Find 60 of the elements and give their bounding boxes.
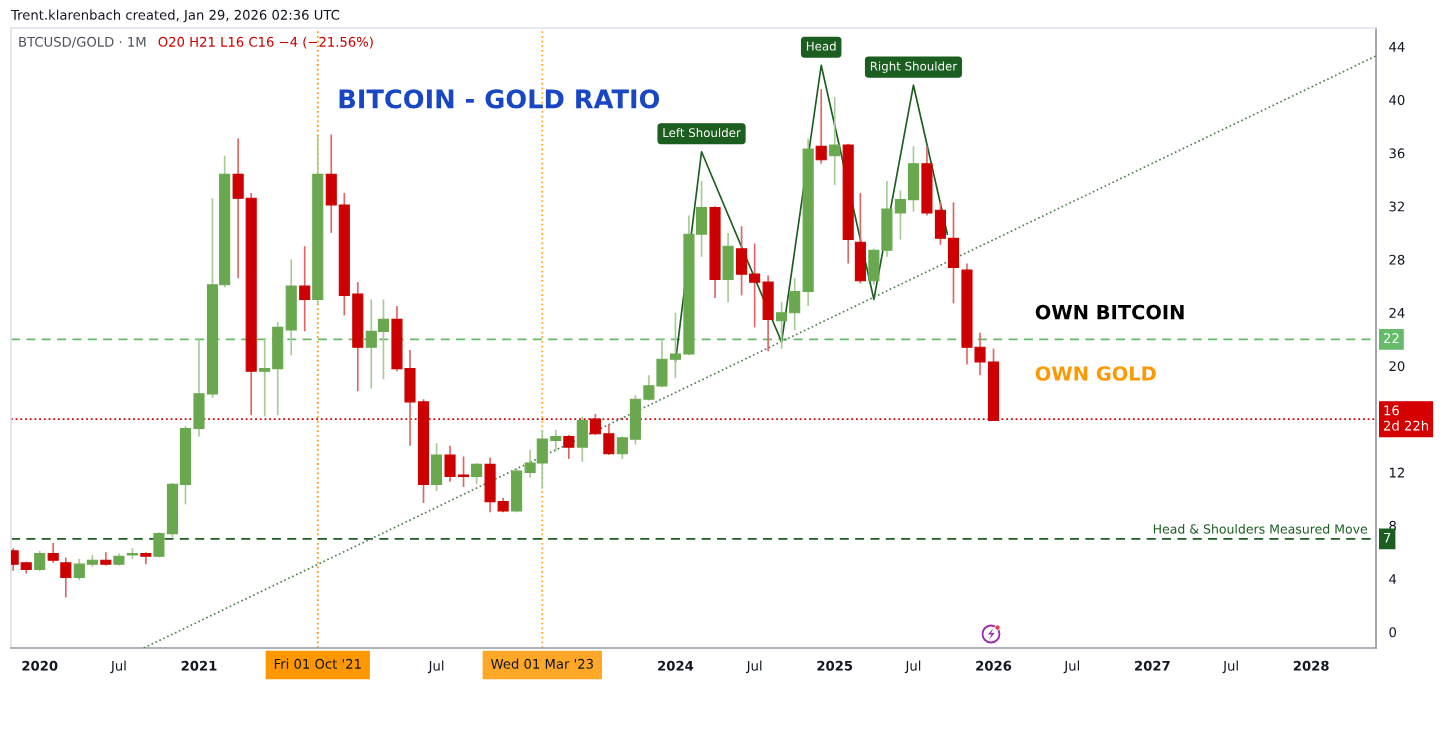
- candlestick: [563, 434, 575, 460]
- y-tick-label: 0: [1389, 627, 1397, 638]
- text: Trent.klarenbach created, Jan 29, 2026 02:36 UTC: [10, 9, 340, 23]
- candlestick: [299, 245, 311, 333]
- y-tick-label: 40: [1389, 95, 1405, 106]
- x-tick-label: 2028: [1293, 660, 1329, 671]
- y-tick-label: 28: [1389, 254, 1405, 265]
- x-tick-label: 2021: [181, 660, 217, 671]
- x-tick-label: Jul: [745, 660, 762, 674]
- candlestick: [34, 550, 46, 572]
- annotation: Head & Shoulders Measured Move: [1153, 524, 1368, 534]
- candlestick: [444, 444, 456, 483]
- text: BITCOIN - GOLD RATIO: [339, 89, 660, 109]
- candlestick: [73, 558, 85, 581]
- annotation: Left Shoulder: [663, 127, 741, 138]
- y-tick-label: 32: [1389, 201, 1404, 212]
- ref-line-label: 16 2d 22h: [1383, 405, 1428, 431]
- y-tick-label: 24: [1389, 307, 1405, 318]
- candlestick: [47, 542, 59, 564]
- candlestick: [776, 301, 788, 350]
- candlestick: [60, 556, 72, 599]
- y-tick-label: 4: [1389, 574, 1397, 584]
- x-tick-label: Jul: [1063, 660, 1079, 674]
- y-tick-label: 12: [1389, 467, 1404, 478]
- candlestick: [153, 531, 165, 559]
- annotation: Head: [806, 41, 836, 51]
- candlestick: [894, 189, 906, 241]
- candlestick: [829, 96, 841, 186]
- annotation: OWN GOLD: [1035, 366, 1156, 381]
- candlestick: [259, 337, 271, 418]
- y-tick-label: 36: [1389, 148, 1405, 159]
- x-tick-label: 2027: [1135, 660, 1170, 671]
- ref-line-label: 7: [1384, 532, 1391, 543]
- candlestick: [550, 428, 562, 452]
- x-tick-label: 2020: [22, 660, 58, 671]
- x-tick-label: Jul: [427, 660, 444, 674]
- candlestick: [616, 435, 628, 460]
- candlestick: [749, 242, 761, 329]
- x-tick-label: Jul: [904, 660, 921, 674]
- candlestick: [815, 88, 827, 165]
- y-tick-label: 44: [1389, 42, 1405, 52]
- x-tick-label: 2026: [976, 660, 1012, 671]
- ref-line-label: 22: [1383, 333, 1399, 343]
- x-tick-label: 2024: [658, 660, 694, 671]
- ref-line-label: Wed 01 Mar '23: [491, 658, 593, 669]
- x-tick-label: Jul: [110, 660, 126, 674]
- candlestick: [232, 137, 244, 279]
- ref-line-label: Fri 01 Oct '21: [274, 658, 361, 669]
- text: BTCUSD/GOLD · 1M: [19, 36, 146, 48]
- annotation: O20 H21 L16 C16 −4 (−21.56%): [158, 36, 373, 49]
- x-tick-label: Jul: [1222, 660, 1238, 674]
- x-tick-label: 2025: [817, 660, 853, 671]
- candlestick: [457, 455, 470, 488]
- y-tick-label: 20: [1389, 361, 1405, 372]
- candlestick: [471, 462, 483, 486]
- annotation: OWN BITCOIN: [1035, 304, 1184, 320]
- candlestick: [603, 423, 615, 456]
- annotation: Right Shoulder: [870, 61, 958, 73]
- candlestick: [669, 311, 682, 379]
- candlestick: [789, 277, 801, 331]
